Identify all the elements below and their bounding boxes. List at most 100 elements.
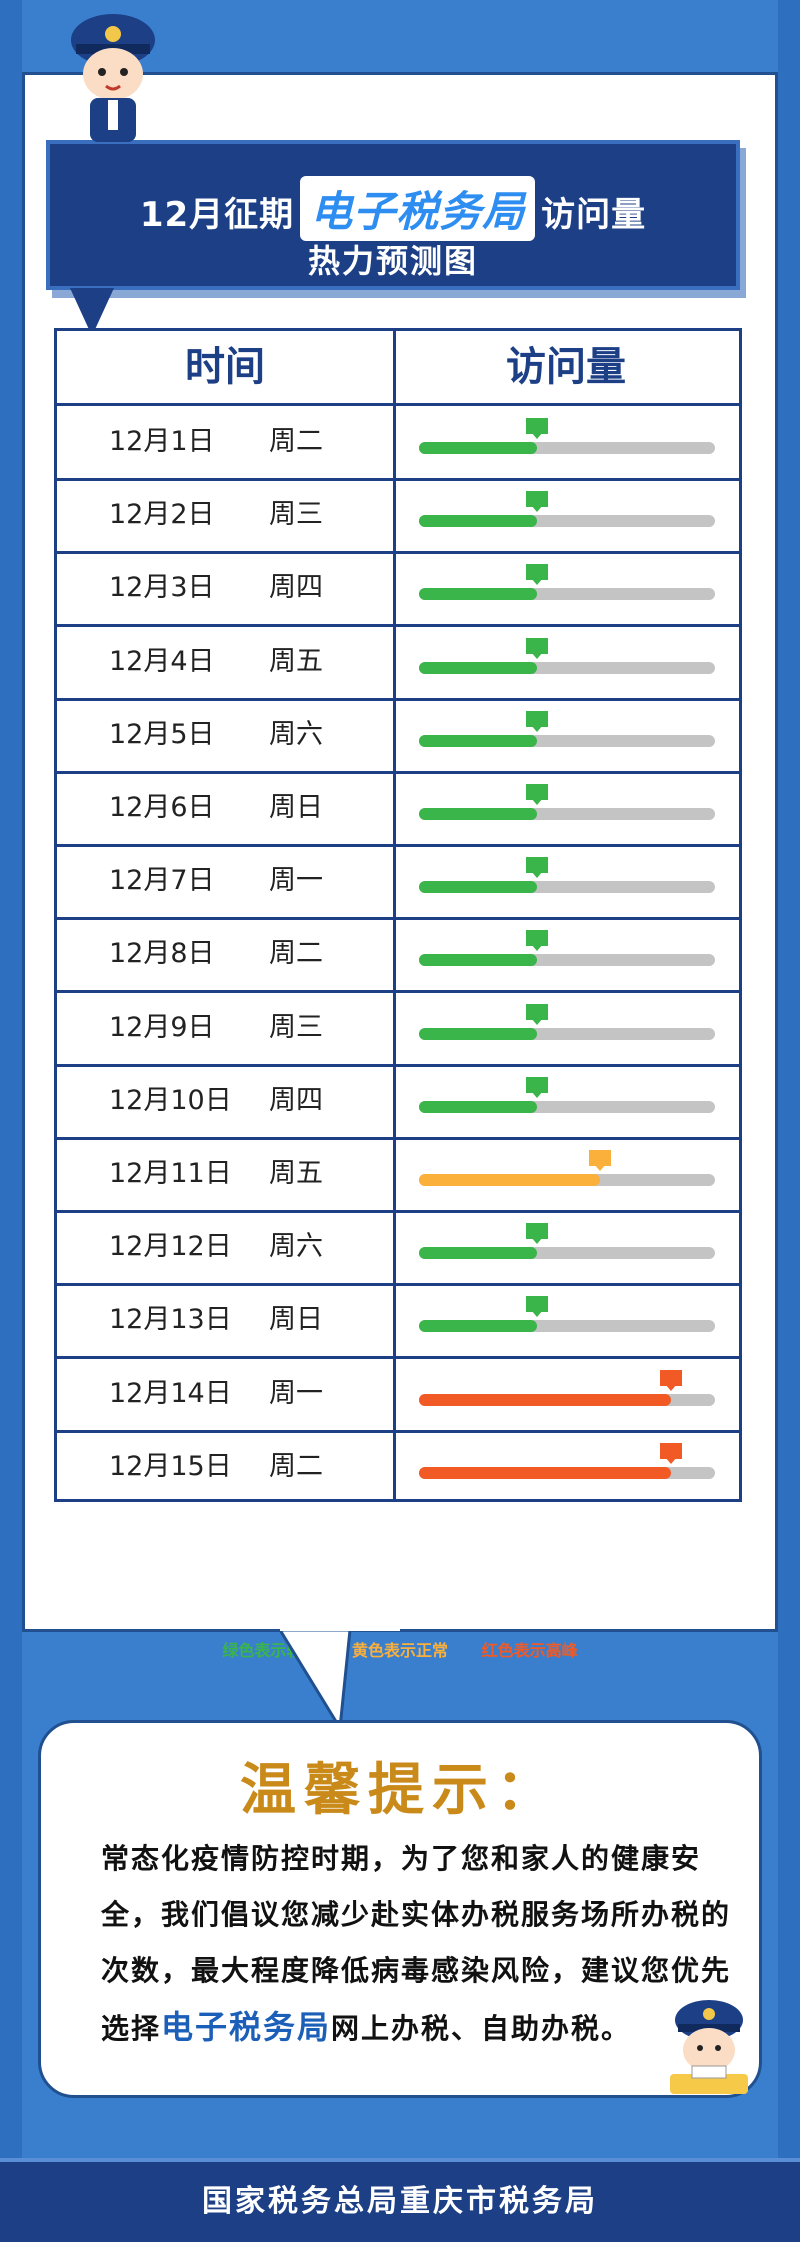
visit-bar-fill <box>419 1393 671 1406</box>
banner-highlight: 电子税务局 <box>300 176 536 241</box>
table-row: 12月12日 周六 <box>57 1211 739 1287</box>
visit-bar-fill <box>419 1466 671 1479</box>
visit-bar-track <box>419 710 715 747</box>
row-weekday: 周五 <box>269 1158 323 1189</box>
level-marker-icon <box>526 1076 549 1098</box>
row-date: 12月14日 <box>109 1377 232 1409</box>
level-marker-icon <box>526 564 549 586</box>
row-date: 12月4日 <box>109 645 215 677</box>
visit-bar-fill <box>419 661 538 674</box>
visit-bar-track <box>419 1150 715 1186</box>
visit-bar-fill <box>419 881 538 894</box>
right-stripe <box>778 0 800 2242</box>
footer-org: 国家税务总局重庆市税务局 <box>0 2158 800 2242</box>
visit-bar-fill <box>419 1100 538 1113</box>
speech-tail-icon <box>280 1600 400 1730</box>
visit-bar-track <box>419 637 715 674</box>
banner-title: 12月征期 电子税务局 访问量 <box>50 176 736 241</box>
table-row: 12月4日 周五 <box>57 626 739 701</box>
legend-high: 红色表示高峰 <box>481 1641 578 1660</box>
visit-bar-track <box>419 1296 715 1333</box>
level-marker-icon <box>526 637 549 659</box>
row-weekday: 周日 <box>269 792 323 823</box>
level-marker-icon <box>526 710 549 732</box>
row-date: 12月9日 <box>109 1011 215 1043</box>
visit-bar-fill <box>419 734 538 747</box>
table-row: 12月14日 周一 <box>57 1358 739 1433</box>
table-row: 12月11日 周五 <box>57 1138 739 1213</box>
visit-bar-track <box>419 1442 715 1479</box>
row-weekday: 周二 <box>269 426 323 457</box>
row-weekday: 周二 <box>269 1450 323 1482</box>
level-marker-icon <box>526 857 549 879</box>
visit-bar-fill <box>419 808 538 820</box>
table-row: 12月1日 周二 <box>57 406 739 481</box>
visit-bar-track <box>419 491 715 528</box>
row-date: 12月2日 <box>109 499 215 531</box>
table-row: 12月8日 周二 <box>57 918 739 994</box>
row-date: 12月5日 <box>109 718 215 750</box>
visit-bar-track <box>419 1223 715 1260</box>
level-marker-icon <box>526 784 549 805</box>
visit-bar-fill <box>419 1174 600 1186</box>
row-weekday: 周一 <box>269 865 323 897</box>
row-date: 12月3日 <box>109 572 215 604</box>
tip-bubble: 温馨提示： 常态化疫情防控时期，为了您和家人的健康安全，我们倡议您减少赴实体办税… <box>38 1720 762 2098</box>
table-row: 12月2日 周三 <box>57 479 739 555</box>
level-marker-icon <box>526 418 549 439</box>
level-marker-icon <box>659 1369 682 1391</box>
level-marker-icon <box>659 1442 682 1464</box>
tax-officer-desk-mascot-icon <box>670 2000 748 2094</box>
row-weekday: 周三 <box>269 499 323 531</box>
header-time: 时间 <box>185 344 265 390</box>
banner-prefix: 12月征期 <box>139 195 295 235</box>
row-date: 12月6日 <box>109 792 215 823</box>
tip-text-post: 网上办税、自助办税。 <box>331 2012 632 2045</box>
level-marker-icon <box>526 1296 549 1318</box>
row-date: 12月1日 <box>109 426 215 457</box>
row-date: 12月11日 <box>109 1158 232 1189</box>
tip-text-pre: 常态化疫情防控时期，为了您和家人的健康安全，我们倡议您减少赴实体办税服务场所办税… <box>101 1842 732 2045</box>
visit-bar-track <box>419 930 715 967</box>
tip-highlight: 电子税务局 <box>161 2008 332 2046</box>
row-date: 12月12日 <box>109 1231 232 1263</box>
title-banner: 12月征期 电子税务局 访问量 热力预测图 <box>46 140 740 290</box>
level-marker-icon <box>526 930 549 952</box>
level-marker-icon <box>526 1223 549 1245</box>
row-date: 12月13日 <box>109 1304 232 1336</box>
row-weekday: 周五 <box>269 645 323 677</box>
table-row: 12月15日 周二 <box>57 1431 739 1503</box>
level-marker-icon <box>526 491 549 513</box>
level-marker-icon <box>588 1150 611 1171</box>
left-stripe <box>0 0 22 2242</box>
table-header: 时间 访问量 <box>57 331 739 406</box>
visit-bar-fill <box>419 954 538 967</box>
table-row: 12月7日 周一 <box>57 845 739 921</box>
header-visits: 访问量 <box>506 344 626 390</box>
tip-body: 常态化疫情防控时期，为了您和家人的健康安全，我们倡议您减少赴实体办税服务场所办税… <box>101 1831 741 2057</box>
visit-bar-track <box>419 418 715 454</box>
visit-bar-track <box>419 1369 715 1406</box>
row-weekday: 周六 <box>269 718 323 750</box>
visit-bar-fill <box>419 1247 538 1260</box>
visit-bar-fill <box>419 1320 538 1333</box>
legend-normal: 黄色表示正常 <box>351 1641 448 1660</box>
visit-bar-fill <box>419 1027 538 1040</box>
tax-officer-mascot-icon <box>71 14 155 142</box>
row-weekday: 周二 <box>269 938 323 970</box>
visit-heat-table: 时间 访问量 12月1日 周二 12月2日 周三 12月3日 周四 12月4日 周五 12月5日… <box>54 328 742 1502</box>
row-weekday: 周三 <box>269 1011 323 1043</box>
visit-bar-fill <box>419 442 538 454</box>
visit-bar-fill <box>419 515 538 528</box>
row-weekday: 周日 <box>269 1304 323 1336</box>
row-date: 12月15日 <box>109 1450 232 1482</box>
banner-suffix: 访问量 <box>541 195 647 235</box>
row-date: 12月10日 <box>109 1084 232 1116</box>
row-date: 12月7日 <box>109 865 215 897</box>
row-weekday: 周六 <box>269 1231 323 1263</box>
table-row: 12月6日 周日 <box>57 772 739 847</box>
level-marker-icon <box>526 1003 549 1025</box>
table-row: 12月10日 周四 <box>57 1065 739 1140</box>
row-weekday: 周四 <box>269 572 323 604</box>
visit-bar-fill <box>419 588 538 601</box>
